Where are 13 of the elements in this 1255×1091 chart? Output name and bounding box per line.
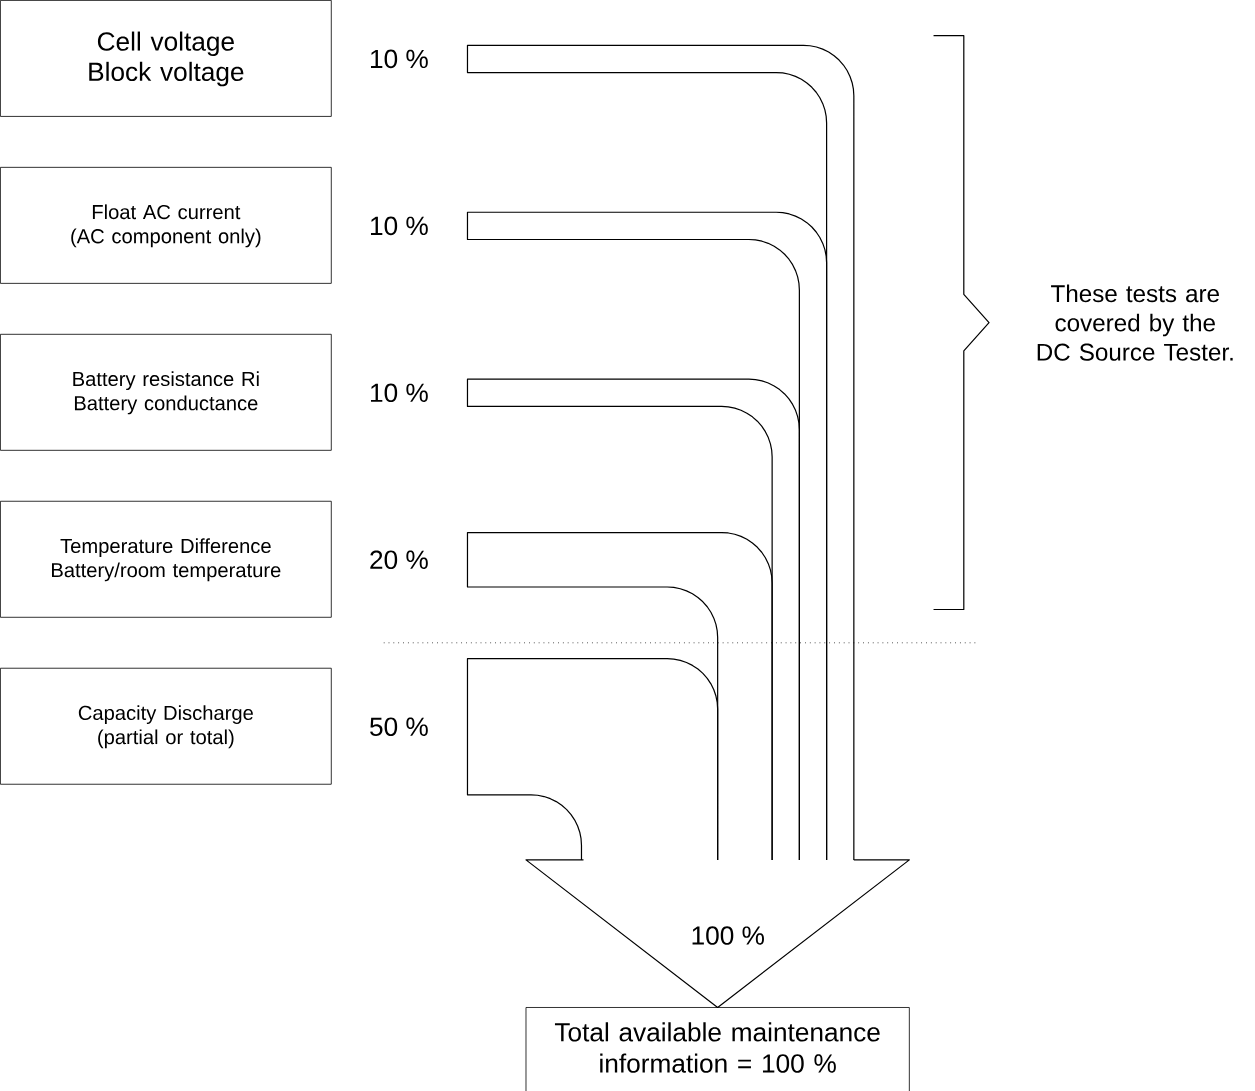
data-label: 10 % (370, 49, 428, 69)
text: 100 % (692, 926, 764, 945)
data-label: 20 % (370, 550, 428, 570)
text: Total available maintenance information = 100 % (554, 1022, 880, 1073)
data-label: 10 % (370, 383, 428, 403)
category-label: Cell voltage Block voltage (89, 31, 244, 87)
category-label: Capacity Discharge (partial or total) (78, 705, 253, 749)
category-label: Temperature Difference Battery/room temperature (52, 538, 281, 582)
data-label: 50 % (370, 717, 428, 737)
data-label: 10 % (370, 216, 428, 236)
category-label: Float AC current (AC component only) (71, 204, 261, 248)
category-label: Battery resistance Ri Battery conductance (73, 371, 259, 415)
text: These tests are covered by the DC Source Tester. (1037, 284, 1233, 361)
